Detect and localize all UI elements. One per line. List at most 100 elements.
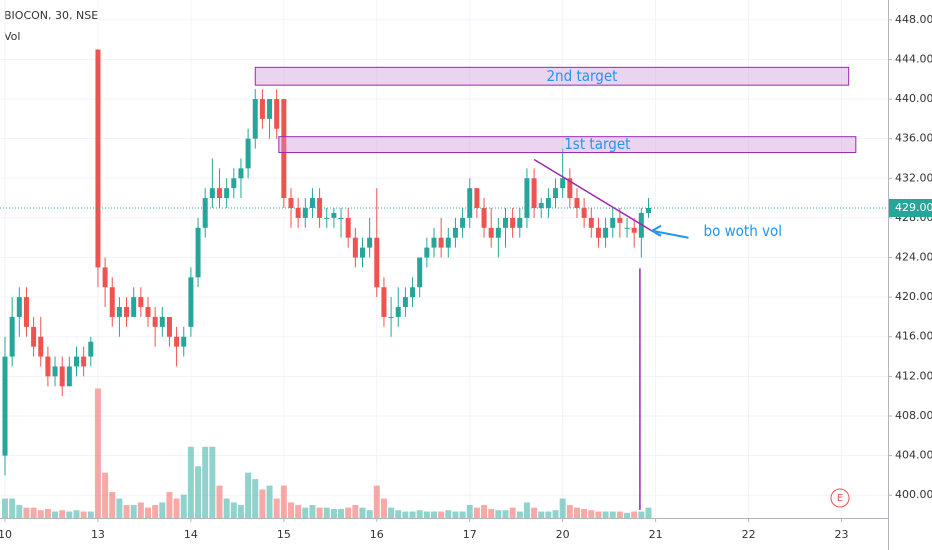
volume-bar [531, 507, 538, 518]
candle-body [116, 307, 122, 317]
volume-bar [573, 507, 580, 518]
candle-body [202, 198, 208, 228]
candle-body [45, 356, 51, 377]
candle-body [267, 99, 273, 119]
y-tick-label: 412.00 [895, 369, 932, 382]
volume-bar [316, 507, 323, 518]
chart-title: BIOCON, 30, NSE [4, 9, 98, 22]
x-tick-label: 23 [835, 528, 849, 541]
candle-body [145, 307, 151, 317]
volume-bar [588, 510, 595, 518]
candle-body [645, 207, 651, 213]
candle-body [9, 316, 15, 357]
volume-bar [173, 498, 180, 518]
candle-body [238, 168, 244, 179]
volume-bar [123, 505, 130, 518]
x-tick-label: 13 [91, 528, 105, 541]
volume-bar [645, 507, 652, 518]
volume-bar [395, 510, 402, 518]
volume-bar [52, 511, 59, 518]
volume-bar [481, 505, 488, 518]
volume-bar [180, 494, 187, 518]
candle-body [495, 227, 501, 238]
x-tick-label: 14 [184, 528, 198, 541]
candle-body [359, 247, 365, 258]
candle-body [367, 237, 373, 248]
volume-bar [624, 512, 631, 518]
volume-bar [416, 510, 423, 518]
volume-bar [16, 505, 23, 518]
y-tick-label: 420.00 [895, 290, 932, 303]
candle-body [410, 287, 416, 298]
candle-body [481, 207, 487, 228]
candle-body [345, 217, 351, 238]
candle-body [274, 99, 280, 129]
candle-body [295, 207, 301, 218]
volume-bar [430, 511, 437, 518]
volume-bar [445, 510, 452, 518]
target-label: 1st target [564, 135, 630, 153]
volume-bar [302, 507, 309, 518]
candle-body [467, 188, 473, 218]
candle-body [88, 341, 94, 357]
candle-body [524, 178, 530, 218]
y-tick-label: 404.00 [895, 449, 932, 462]
volume-bar [295, 505, 302, 518]
volume-bar [130, 505, 137, 518]
candle-body [288, 198, 294, 208]
volume-bar [252, 479, 259, 518]
volume-bar [216, 485, 223, 518]
volume-bar [495, 510, 502, 518]
x-tick-label: 16 [370, 528, 384, 541]
volume-bar [159, 502, 166, 518]
candle-body [152, 316, 158, 327]
candle-body [460, 217, 466, 228]
volume-bar [452, 511, 459, 518]
volume-bar [259, 489, 266, 518]
volume-bar [202, 446, 209, 518]
volume-bar [638, 511, 645, 518]
candle-body [388, 316, 394, 318]
x-tick-label: 20 [556, 528, 570, 541]
volume-bar [338, 508, 345, 518]
candle-body [2, 356, 8, 456]
candle-body [545, 198, 551, 208]
x-tick-label: 17 [463, 528, 477, 541]
candle-body [381, 287, 387, 317]
y-tick-label: 408.00 [895, 409, 932, 422]
candle-body [538, 203, 544, 208]
volume-bar [631, 511, 638, 518]
volume-bar [438, 511, 445, 518]
volume-bar [323, 507, 330, 518]
volume-bar [30, 507, 37, 518]
candle-body [95, 49, 101, 268]
volume-bar [80, 511, 87, 518]
y-tick-label: 416.00 [895, 330, 932, 343]
volume-bar [423, 511, 430, 518]
candle-body [109, 287, 115, 317]
candle-body [66, 366, 72, 387]
volume-bar [502, 510, 509, 518]
volume-bar [538, 511, 545, 518]
volume-bar [223, 498, 230, 518]
candle-body [424, 247, 430, 258]
volume-bar [366, 510, 373, 518]
candle-body [281, 99, 287, 199]
candle-body [610, 217, 616, 228]
candle-body [617, 217, 623, 223]
volume-bar [509, 507, 516, 518]
candle-body [431, 237, 437, 248]
y-tick-label: 436.00 [895, 132, 932, 145]
volume-bar [66, 511, 73, 518]
candle-body [474, 188, 480, 208]
volume-bar [352, 505, 359, 518]
volume-bar [195, 466, 202, 518]
event-icon [830, 488, 850, 508]
volume-bar [44, 508, 51, 518]
candle-body [231, 178, 237, 189]
candle-body [166, 316, 172, 337]
candle-body [131, 297, 137, 317]
volume-bar [552, 510, 559, 518]
candle-body [338, 217, 344, 219]
candle-body [181, 336, 187, 347]
